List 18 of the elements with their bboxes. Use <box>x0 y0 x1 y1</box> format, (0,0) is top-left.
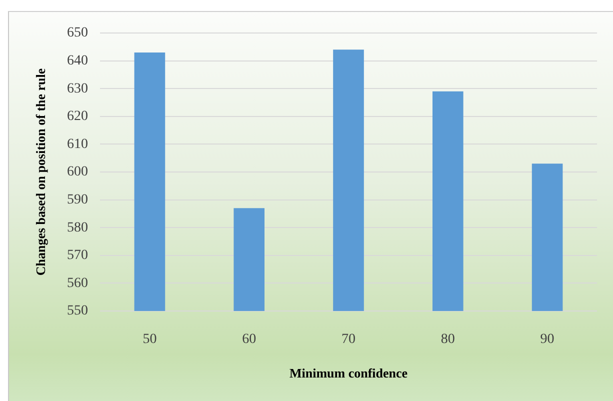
x-tick-label: 60 <box>242 332 256 348</box>
y-tick-label: 640 <box>67 53 88 68</box>
y-tick-label: 570 <box>67 248 88 264</box>
x-axis-title: Minimum confidence <box>289 366 408 381</box>
y-tick-label: 600 <box>67 164 88 180</box>
y-tick-label: 560 <box>67 276 88 291</box>
y-axis-title: Changes based on position of the rule <box>33 68 48 276</box>
y-tick-label: 630 <box>67 81 88 96</box>
y-tick-label: 610 <box>67 136 88 152</box>
y-tick-label: 590 <box>67 192 88 208</box>
x-tick-label: 90 <box>540 332 554 348</box>
y-tick-label: 550 <box>67 304 88 319</box>
y-tick-label: 580 <box>67 220 88 236</box>
y-tick-label: 620 <box>67 109 88 124</box>
x-tick-label: 80 <box>440 332 455 348</box>
x-tick-label: 50 <box>142 332 157 348</box>
y-tick-label: 650 <box>67 26 88 41</box>
x-tick-label: 70 <box>342 332 356 348</box>
